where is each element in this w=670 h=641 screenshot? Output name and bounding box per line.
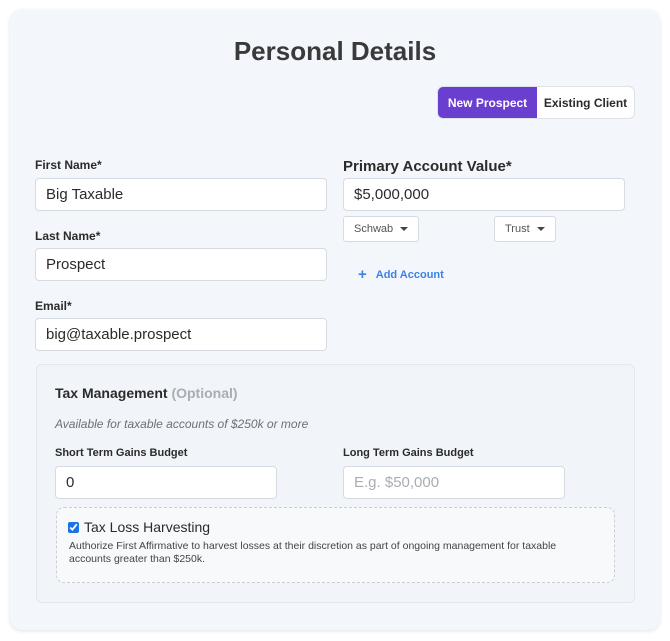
page-title: Personal Details (233, 36, 437, 66)
custodian-value: Schwab (354, 223, 394, 235)
tax-loss-harvesting-checkbox[interactable] (68, 522, 79, 533)
tax-loss-harvesting-box (56, 507, 615, 583)
first-name-input[interactable] (35, 178, 327, 211)
tax-loss-harvesting-description: Authorize First Affirmative to harvest l… (69, 540, 557, 565)
short-term-gains-input[interactable] (55, 466, 277, 499)
email-input[interactable] (35, 318, 327, 351)
primary-account-value-label: Primary Account Value* (343, 158, 512, 175)
first-name-label: First Name* (35, 158, 102, 172)
long-term-gains-input[interactable] (343, 466, 565, 499)
last-name-input[interactable] (35, 248, 327, 281)
last-name-label: Last Name* (35, 229, 101, 243)
client-type-toggle: New Prospect Existing Client (437, 86, 635, 119)
tax-note: Available for taxable accounts of $250k … (55, 417, 309, 431)
tax-loss-harvesting-label: Tax Loss Harvesting (84, 519, 211, 535)
new-prospect-button[interactable]: New Prospect (438, 87, 537, 118)
add-account-button[interactable]: + Add Account (358, 266, 444, 283)
existing-client-button[interactable]: Existing Client (543, 95, 628, 110)
account-type-value: Trust (505, 223, 530, 235)
email-label: Email* (35, 299, 72, 313)
add-account-label: Add Account (375, 268, 444, 281)
tax-management-heading: Tax Management (Optional) (55, 385, 238, 401)
account-type-dropdown[interactable]: Trust (494, 216, 556, 242)
plus-icon: + (358, 266, 367, 283)
caret-down-icon (536, 227, 545, 231)
optional-tag: (Optional) (171, 385, 238, 401)
short-term-label: Short Term Gains Budget (55, 447, 188, 459)
custodian-dropdown[interactable]: Schwab (343, 216, 420, 242)
long-term-label: Long Term Gains Budget (343, 447, 474, 459)
caret-down-icon (400, 227, 409, 231)
primary-account-value-input[interactable] (343, 178, 625, 211)
